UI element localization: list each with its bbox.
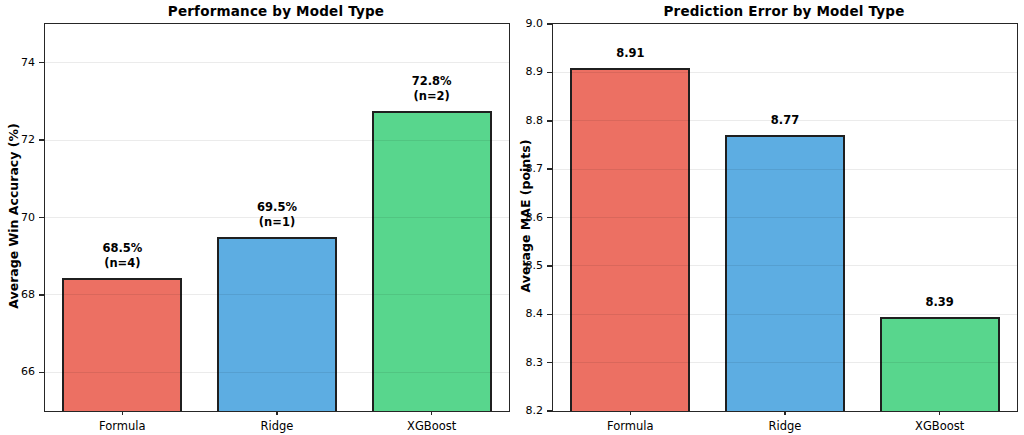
- y-tick-mark: [547, 72, 552, 74]
- y-tick-label: 8.3: [507, 356, 543, 370]
- x-tick-label: Ridge: [200, 419, 355, 433]
- y-tick-label: 74: [0, 56, 35, 70]
- x-tick-label: Formula: [553, 419, 708, 433]
- x-tick-mark: [276, 411, 278, 415]
- y-tick-mark: [547, 314, 552, 316]
- left-chart-panel: Performance by Model Type Average Win Ac…: [0, 0, 512, 435]
- y-tick-label: 68: [0, 288, 35, 302]
- y-tick-mark: [547, 23, 552, 25]
- right-chart-title: Prediction Error by Model Type: [552, 3, 1016, 21]
- x-tick-mark: [431, 411, 433, 415]
- y-tick-mark: [39, 372, 44, 374]
- y-tick-mark: [39, 217, 44, 219]
- y-tick-label: 8.8: [507, 114, 543, 128]
- y-tick-label: 8.6: [507, 211, 543, 225]
- y-tick-label: 8.9: [507, 65, 543, 79]
- y-tick-label: 9.0: [507, 17, 543, 31]
- y-tick-mark: [39, 139, 44, 141]
- x-tick-label: XGBoost: [354, 419, 509, 433]
- y-gridline: [45, 62, 509, 63]
- right-plot-area: 8.91Formula8.77Ridge8.39XGBoost8.28.38.4…: [552, 23, 1018, 412]
- y-tick-label: 8.2: [507, 404, 543, 418]
- right-chart-panel: Prediction Error by Model Type Average M…: [512, 0, 1024, 435]
- bar-formula: [62, 278, 182, 412]
- x-tick-label: Ridge: [708, 419, 863, 433]
- y-tick-label: 72: [0, 133, 35, 147]
- bar-value-label: 72.8% (n=2): [362, 74, 502, 104]
- bar-xgboost: [880, 317, 1000, 411]
- bar-ridge: [725, 135, 845, 411]
- y-tick-mark: [39, 62, 44, 64]
- y-tick-mark: [39, 294, 44, 296]
- y-tick-mark: [547, 362, 552, 364]
- y-tick-label: 70: [0, 211, 35, 225]
- bar-value-label: 69.5% (n=1): [207, 200, 347, 230]
- y-tick-mark: [547, 120, 552, 122]
- y-tick-label: 8.7: [507, 162, 543, 176]
- y-tick-mark: [547, 217, 552, 219]
- x-tick-label: XGBoost: [862, 419, 1017, 433]
- bar-value-label: 8.39: [870, 295, 1010, 310]
- y-tick-label: 8.4: [507, 307, 543, 321]
- y-tick-mark: [547, 168, 552, 170]
- bar-value-label: 8.77: [715, 113, 855, 128]
- x-tick-mark: [122, 411, 124, 415]
- left-plot-area: 68.5% (n=4)Formula69.5% (n=1)Ridge72.8% …: [44, 23, 510, 412]
- bar-ridge: [217, 237, 337, 411]
- left-chart-title: Performance by Model Type: [44, 3, 508, 21]
- x-tick-mark: [630, 411, 632, 415]
- x-tick-label: Formula: [45, 419, 200, 433]
- bar-value-label: 8.91: [560, 46, 700, 61]
- figure: Performance by Model Type Average Win Ac…: [0, 0, 1024, 435]
- y-tick-mark: [547, 265, 552, 267]
- x-tick-mark: [784, 411, 786, 415]
- bar-formula: [570, 68, 690, 411]
- y-tick-mark: [547, 410, 552, 412]
- y-tick-label: 66: [0, 365, 35, 379]
- bar-xgboost: [372, 111, 492, 411]
- y-tick-label: 8.5: [507, 259, 543, 273]
- bar-value-label: 68.5% (n=4): [52, 241, 192, 271]
- x-tick-mark: [939, 411, 941, 415]
